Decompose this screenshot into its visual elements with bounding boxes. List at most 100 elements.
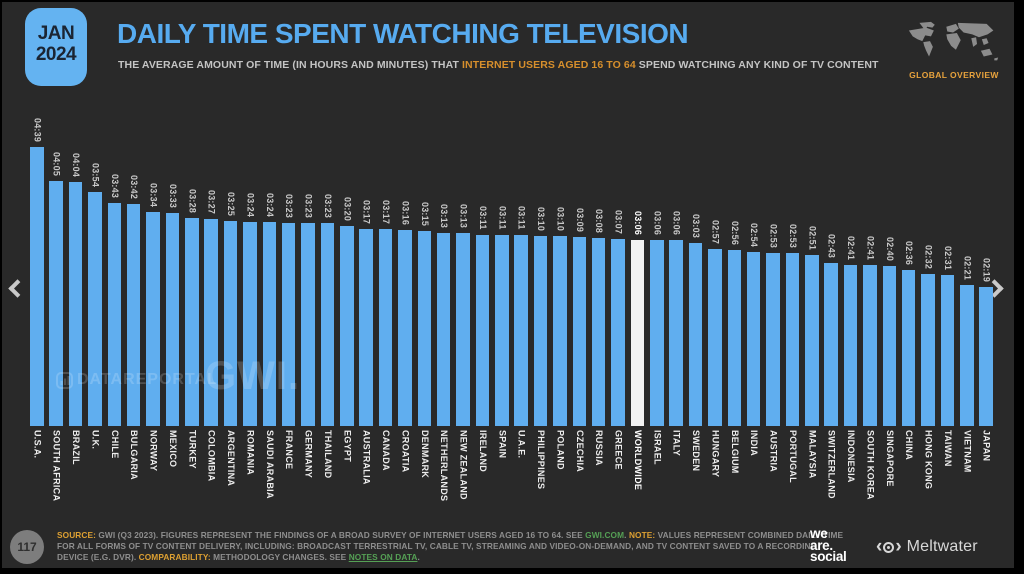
bar — [49, 181, 63, 426]
bar-category-label: INDONESIA — [846, 430, 856, 483]
bar-value-label: 04:04 — [71, 152, 81, 177]
bar-group: 03:15 DENMARK — [417, 147, 431, 478]
bar-value-label: 03:08 — [594, 208, 605, 233]
bar-group: 03:33 MEXICO — [165, 147, 180, 467]
bar-group: 02:32 HONG KONG — [921, 147, 935, 489]
bar-value-label: 02:54 — [749, 222, 760, 247]
bar-group: 02:36 CHINA — [901, 147, 916, 460]
notes-on-data-link[interactable]: NOTES ON DATA — [348, 552, 418, 562]
bar — [785, 253, 800, 426]
bar-category-label: CZECHIA — [574, 430, 585, 473]
bar-group: 03:23 GERMANY — [301, 147, 315, 478]
bar-value-label: 02:32 — [923, 244, 934, 269]
bar-category-label: JAPAN — [981, 430, 992, 462]
bar-value-label: 03:10 — [555, 206, 566, 231]
bar-group: 03:54 U.K. — [88, 147, 102, 449]
bar — [436, 233, 451, 426]
bar — [456, 233, 470, 426]
bar-group: 02:41 INDONESIA — [843, 147, 858, 483]
bar-value-label: 03:11 — [477, 206, 488, 230]
bar-category-label: TAIWAN — [942, 430, 953, 467]
chevron-left-icon[interactable] — [6, 274, 28, 304]
bar-value-label: 03:25 — [226, 191, 236, 216]
bar-chart: 04:39 U.S.A. 04:05 SOUTH AFRICA 04:04 BRAZIL 0… — [30, 118, 993, 501]
bar-group: 02:41 SOUTH KOREA — [863, 147, 877, 500]
bar-group: 02:54 INDIA — [746, 147, 761, 456]
bar — [824, 263, 838, 426]
bar-value-label: 02:43 — [826, 233, 837, 258]
we-are-social-logo: we are. social — [810, 526, 847, 563]
bar-category-label: ROMANIA — [245, 430, 256, 476]
bar-group: 02:56 BELGIUM — [727, 147, 741, 474]
bar-category-label: CHINA — [904, 430, 915, 460]
bar — [863, 265, 877, 426]
bar-group: 03:16 CROATIA — [398, 147, 412, 472]
bar — [475, 235, 490, 426]
bar — [746, 252, 761, 426]
bar-category-label: VIETNAM — [962, 430, 973, 473]
bar — [591, 238, 606, 426]
bar-value-label: 02:19 — [981, 257, 992, 282]
bar-group: 03:17 AUSTRALIA — [359, 147, 373, 485]
bar-group: 03:13 NEW ZEALAND — [456, 147, 470, 500]
bar-value-label: 03:16 — [400, 200, 411, 225]
bar — [378, 229, 393, 426]
bar-category-label: MEXICO — [167, 430, 178, 468]
bar-value-label: 02:53 — [768, 223, 779, 248]
bar-category-label: IRELAND — [477, 430, 488, 473]
bar-value-label: 02:41 — [846, 235, 856, 260]
bar-group: 02:43 SWITZERLAND — [824, 147, 838, 499]
bar-category-label: TURKEY — [187, 430, 198, 469]
global-overview-label: GLOBAL OVERVIEW — [909, 70, 999, 80]
bar-group: 02:57 HUNGARY — [708, 147, 722, 477]
source-note-text: SOURCE: — [57, 530, 99, 540]
bar-group: 03:23 FRANCE — [281, 147, 296, 469]
subtitle-suffix: SPEND WATCHING ANY KIND OF TV CONTENT — [635, 59, 879, 71]
bar-category-label: CANADA — [381, 430, 391, 471]
chevron-left-glyph — [8, 279, 27, 298]
bar-category-label: HONG KONG — [923, 430, 934, 490]
bar — [88, 192, 102, 426]
bar — [901, 270, 916, 426]
bar — [495, 235, 509, 426]
bar-category-label: SOUTH KOREA — [865, 430, 876, 500]
bar — [940, 275, 955, 426]
bar-value-label: 02:40 — [884, 236, 895, 261]
bar-category-label: BELGIUM — [729, 430, 740, 474]
bar-category-label: ITALY — [671, 430, 682, 457]
bar-category-label: HUNGARY — [710, 430, 721, 478]
bar — [417, 231, 431, 426]
bar — [126, 204, 141, 426]
bar-category-label: SOUTH AFRICA — [51, 430, 62, 502]
bar-category-label: WORLDWIDE — [632, 430, 643, 491]
source-note: SOURCE: GWI (Q3 2023). FIGURES REPRESENT… — [57, 530, 845, 563]
bar-group: 03:11 U.A.E. — [514, 147, 528, 458]
bar-group: 02:53 AUSTRIA — [766, 147, 780, 472]
bar-value-label: 03:06 — [652, 210, 663, 235]
bar-value-label: 03:23 — [303, 193, 314, 218]
bar-group: 02:31 TAIWAN — [940, 147, 955, 467]
bar-value-label: 03:24 — [264, 192, 275, 217]
meltwater-eye-icon-close: › — [895, 536, 902, 557]
bar-group: 03:13 NETHERLANDS — [436, 147, 451, 501]
page-number-badge: 117 — [10, 530, 44, 564]
bar-group: 03:34 NORWAY — [146, 147, 160, 471]
gwi-com-link[interactable]: GWI.COM — [585, 530, 625, 540]
bar-category-label: SINGAPORE — [884, 430, 895, 487]
bar-category-label: BRAZIL — [71, 430, 81, 465]
bar-value-label: 03:17 — [361, 199, 372, 224]
bar-value-label: 03:24 — [245, 192, 256, 217]
bar-group: 02:53 PORTUGAL — [785, 147, 800, 483]
bar-value-label: 03:28 — [187, 188, 198, 213]
we-are-social-logo-line: we — [810, 526, 828, 541]
bar — [262, 222, 276, 426]
bar-value-label: 03:23 — [284, 193, 295, 218]
bar — [301, 223, 315, 426]
bar-value-label: 02:31 — [942, 245, 953, 270]
bar-group: 02:19 JAPAN — [979, 147, 993, 461]
bar-value-label: 03:20 — [342, 196, 353, 221]
bar-value-label: 03:42 — [129, 174, 140, 199]
bar-group: 03:06 ITALY — [669, 147, 683, 456]
bar-value-label: 03:23 — [322, 193, 333, 218]
bar-group: 03:17 CANADA — [378, 147, 393, 471]
